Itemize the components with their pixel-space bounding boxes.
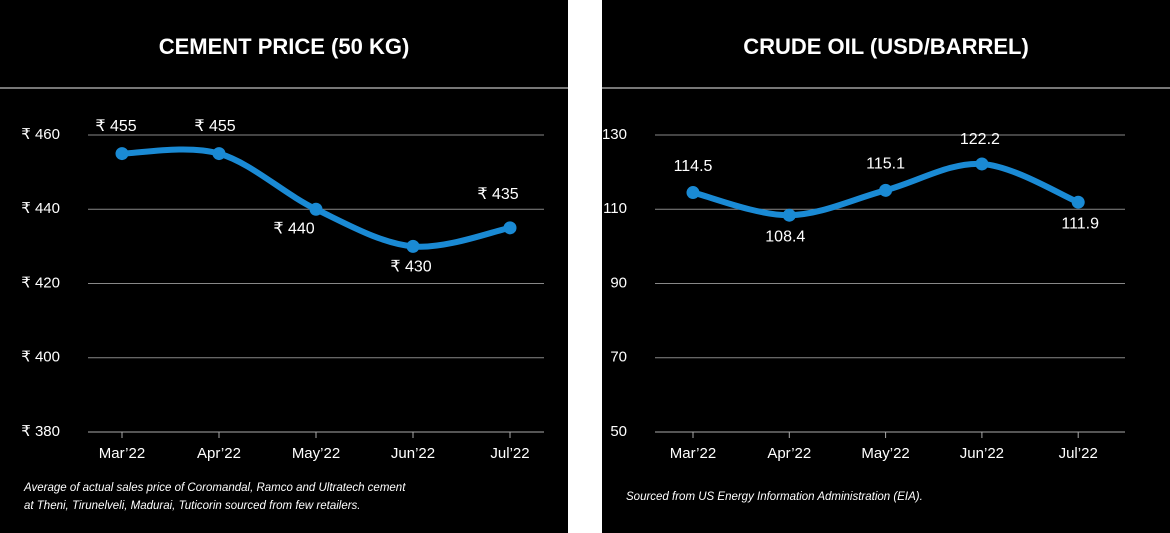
x-tick-label: May’22 bbox=[292, 445, 340, 462]
y-tick-label: 130 bbox=[602, 126, 627, 143]
chart-title: CEMENT PRICE (50 KG) bbox=[159, 34, 410, 59]
data-label: 115.1 bbox=[866, 156, 905, 173]
panel bbox=[0, 0, 568, 533]
y-tick-label: ₹ 400 bbox=[21, 349, 60, 366]
data-label: ₹ 435 bbox=[477, 186, 518, 203]
y-tick-label: ₹ 380 bbox=[21, 423, 60, 440]
point bbox=[782, 208, 796, 222]
point bbox=[115, 147, 129, 161]
footnote: at Theni, Tirunelveli, Madurai, Tuticori… bbox=[24, 500, 361, 512]
x-tick-label: May’22 bbox=[861, 445, 909, 462]
point bbox=[406, 239, 420, 253]
point bbox=[212, 147, 226, 161]
y-tick-label: ₹ 420 bbox=[21, 274, 60, 291]
x-tick-label: Jun’22 bbox=[960, 445, 1004, 462]
x-tick-label: Mar’22 bbox=[99, 445, 145, 462]
data-label: ₹ 455 bbox=[95, 118, 136, 135]
y-tick-label: 50 bbox=[610, 423, 627, 440]
y-tick-label: 90 bbox=[610, 274, 627, 291]
x-tick-label: Apr’22 bbox=[767, 445, 811, 462]
y-tick-label: 70 bbox=[610, 349, 627, 366]
point bbox=[1071, 195, 1085, 209]
data-label: 114.5 bbox=[674, 158, 713, 175]
footnote: Average of actual sales price of Coroman… bbox=[23, 482, 406, 494]
data-label: ₹ 440 bbox=[273, 220, 314, 237]
data-label: 122.2 bbox=[960, 131, 1000, 148]
data-label: ₹ 455 bbox=[194, 118, 235, 135]
data-label: 111.9 bbox=[1061, 215, 1099, 232]
point bbox=[309, 202, 323, 216]
data-label: ₹ 430 bbox=[390, 259, 431, 276]
y-tick-label: ₹ 460 bbox=[21, 126, 60, 143]
point bbox=[879, 183, 893, 197]
x-tick-label: Jun’22 bbox=[391, 445, 435, 462]
point bbox=[975, 157, 989, 171]
chart-title: CRUDE OIL (USD/BARREL) bbox=[743, 34, 1029, 59]
point bbox=[686, 186, 700, 200]
y-tick-label: 110 bbox=[603, 200, 627, 217]
data-label: 108.4 bbox=[765, 228, 805, 245]
footnote: Sourced from US Energy Information Admin… bbox=[626, 491, 923, 503]
x-tick-label: Jul’22 bbox=[490, 445, 529, 462]
point bbox=[503, 221, 517, 235]
y-tick-label: ₹ 440 bbox=[21, 200, 60, 217]
x-tick-label: Apr’22 bbox=[197, 445, 241, 462]
x-tick-label: Mar’22 bbox=[670, 445, 716, 462]
x-tick-label: Jul’22 bbox=[1059, 445, 1098, 462]
